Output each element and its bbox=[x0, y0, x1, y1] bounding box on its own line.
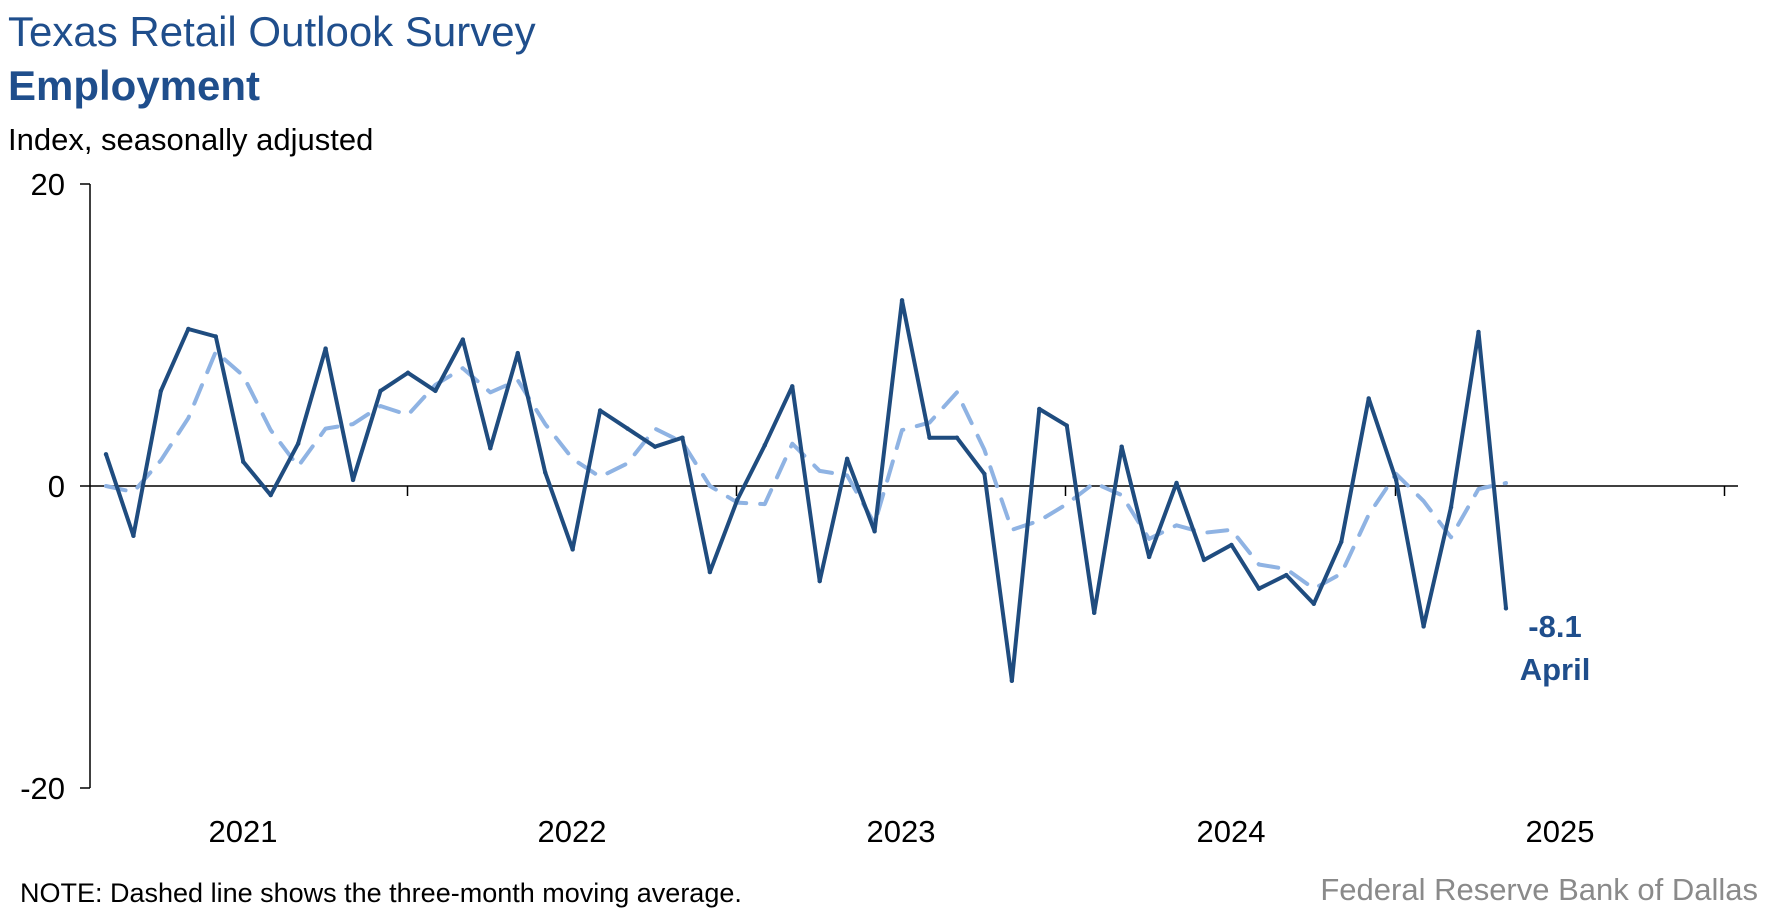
data-point bbox=[1037, 406, 1042, 412]
y-tick-label: 20 bbox=[31, 167, 65, 202]
x-tick-label: 2024 bbox=[1197, 814, 1266, 849]
data-point bbox=[790, 384, 795, 389]
data-point bbox=[158, 388, 164, 394]
data-point bbox=[405, 370, 411, 375]
data-point bbox=[543, 470, 548, 475]
data-point bbox=[1092, 610, 1097, 616]
data-point bbox=[515, 350, 520, 356]
data-point bbox=[186, 326, 191, 332]
data-point bbox=[1146, 554, 1152, 560]
data-point bbox=[323, 346, 328, 351]
data-point bbox=[735, 497, 740, 502]
data-point bbox=[488, 446, 493, 451]
chart-title: Texas Retail Outlook Survey bbox=[8, 8, 536, 55]
data-point bbox=[433, 388, 438, 394]
data-point bbox=[131, 533, 136, 539]
data-point bbox=[680, 435, 685, 440]
chart-labels: 20 0 -20 2021 2022 2023 2024 2025 -8.1 April bbox=[20, 167, 1594, 849]
data-point bbox=[1421, 624, 1426, 629]
data-point bbox=[625, 426, 630, 431]
moving-average-line bbox=[104, 349, 1508, 591]
data-point bbox=[954, 435, 960, 440]
data-point bbox=[817, 578, 822, 584]
data-point bbox=[1448, 504, 1454, 510]
data-point bbox=[844, 456, 850, 462]
data-point bbox=[982, 471, 987, 477]
data-point bbox=[597, 408, 603, 413]
chart-subtitle: Employment bbox=[8, 62, 261, 109]
data-point bbox=[707, 569, 713, 575]
data-point bbox=[899, 298, 905, 303]
data-point bbox=[1284, 572, 1289, 578]
data-point bbox=[1229, 542, 1234, 548]
data-point bbox=[350, 477, 356, 483]
data-point bbox=[103, 452, 109, 457]
employment-index-line bbox=[104, 298, 1508, 683]
latest-value-label: -8.1 bbox=[1528, 609, 1581, 644]
data-point bbox=[1009, 678, 1015, 683]
data-point bbox=[460, 337, 466, 342]
data-point bbox=[213, 334, 218, 339]
source-credit: Federal Reserve Bank of Dallas bbox=[1320, 872, 1758, 907]
data-point bbox=[1256, 586, 1262, 591]
data-point bbox=[1311, 601, 1317, 606]
data-point bbox=[1503, 606, 1509, 611]
data-point bbox=[762, 443, 767, 448]
latest-month-label: April bbox=[1520, 652, 1591, 687]
data-point bbox=[570, 547, 575, 552]
data-point bbox=[1366, 396, 1371, 401]
data-point bbox=[652, 444, 658, 449]
y-tick-label: -20 bbox=[20, 771, 65, 806]
data-point bbox=[1201, 557, 1207, 563]
x-tick-label: 2023 bbox=[867, 814, 936, 849]
data-point bbox=[378, 388, 383, 394]
y-axis-unit-label: Index, seasonally adjusted bbox=[8, 122, 374, 157]
footnote: NOTE: Dashed line shows the three-month … bbox=[20, 878, 742, 908]
data-point bbox=[241, 459, 246, 465]
data-point bbox=[1064, 423, 1069, 428]
chart-axes bbox=[80, 183, 1738, 789]
data-point bbox=[1119, 444, 1124, 449]
data-point bbox=[295, 441, 301, 446]
x-tick-label: 2022 bbox=[538, 814, 607, 849]
data-point bbox=[268, 492, 273, 498]
data-point bbox=[927, 435, 932, 440]
data-point bbox=[1339, 539, 1344, 545]
x-tick-label: 2025 bbox=[1526, 814, 1595, 849]
data-point bbox=[1174, 480, 1179, 486]
data-point bbox=[1393, 477, 1399, 483]
x-tick-label: 2021 bbox=[209, 814, 278, 849]
y-tick-label: 0 bbox=[48, 469, 65, 504]
data-point bbox=[872, 529, 877, 534]
data-point bbox=[1476, 329, 1481, 335]
chart-series bbox=[103, 298, 1509, 683]
